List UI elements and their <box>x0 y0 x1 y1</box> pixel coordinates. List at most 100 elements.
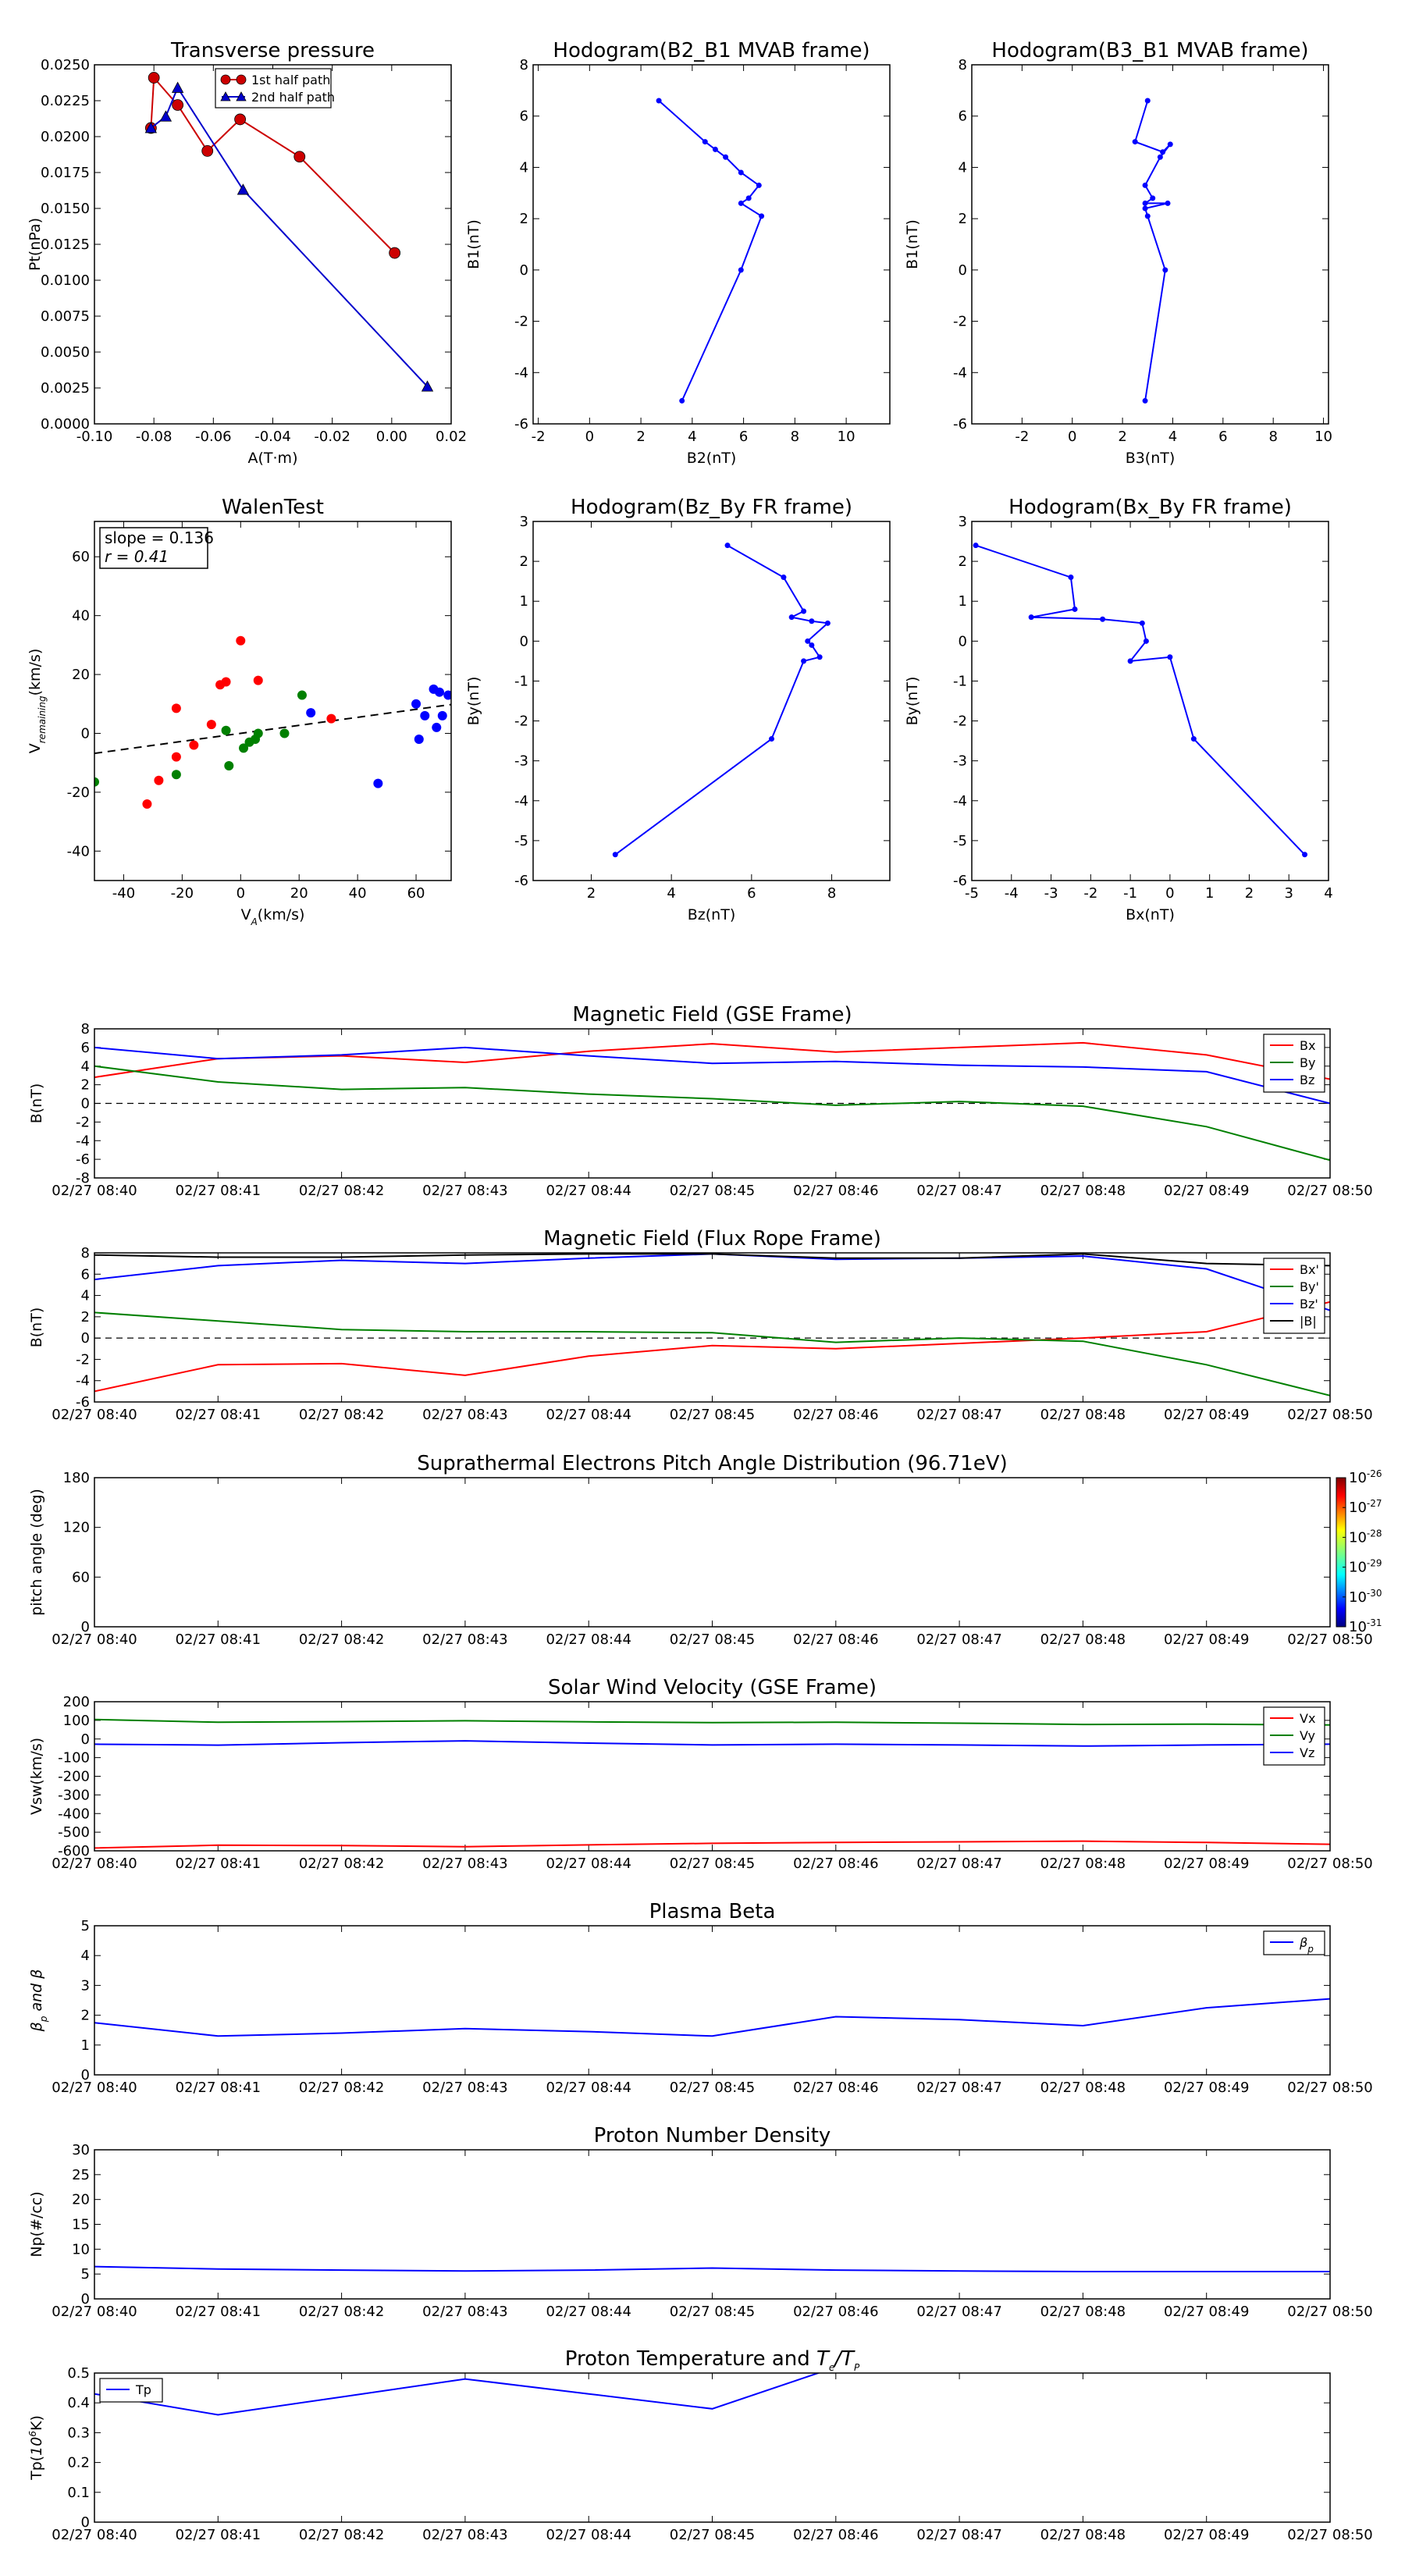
y-tick-label: 40 <box>72 608 90 624</box>
y-tick-label: 15 <box>72 2217 90 2233</box>
x-axis-label-part: (km/s) <box>258 906 305 923</box>
legend-marker <box>236 74 247 85</box>
plot-area <box>94 65 451 424</box>
legend-frame <box>215 68 332 109</box>
y-tick-label: 0 <box>81 2514 90 2531</box>
x-tick-label: 0.02 <box>436 429 467 445</box>
y-tick-label: 2 <box>81 2008 90 2024</box>
x-tick-label: 8 <box>791 429 799 445</box>
y-tick-label: 0.4 <box>67 2395 90 2411</box>
data-point <box>1028 614 1034 621</box>
legend-item: Bz' <box>1270 1297 1318 1311</box>
y-axis-label: B(nT) <box>28 1083 45 1124</box>
x-tick-label: 1 <box>1205 885 1214 902</box>
plot-frame <box>94 2149 1331 2300</box>
x-tick-label: -20 <box>171 885 194 902</box>
plot-area <box>94 2150 1330 2299</box>
data-point <box>824 620 831 626</box>
y-tick-label: 2 <box>959 211 967 227</box>
y-axis-label-part: By(nT) <box>465 677 482 726</box>
x-tick-label: 02/27 08:50 <box>1287 2080 1372 2096</box>
colorbar-base: 10 <box>1349 1529 1367 1546</box>
x-tick-label: 02/27 08:46 <box>793 1631 878 1648</box>
y-tick-label: 60 <box>72 1569 90 1585</box>
series-walen-2 <box>306 684 451 788</box>
data-point <box>809 642 815 648</box>
colorbar-tick-label: 10-26 <box>1349 1468 1382 1486</box>
data-point <box>1190 736 1197 742</box>
scatter-point <box>414 735 424 745</box>
x-tick-label: -5 <box>965 885 979 902</box>
y-tick-label: 0.0225 <box>41 93 90 109</box>
x-tick-label: 02/27 08:44 <box>546 2527 631 2543</box>
scatter-point <box>236 635 246 646</box>
x-tick-label: 02/27 08:46 <box>793 2080 878 2096</box>
y-tick-label: 10 <box>72 2241 90 2258</box>
plot-area <box>94 521 451 881</box>
series-vsw-0 <box>94 1840 1330 1849</box>
x-tick-label: 02/27 08:44 <box>546 1856 631 1872</box>
y-tick-label: 0.0125 <box>41 237 90 253</box>
plot-frame <box>94 1701 1331 1852</box>
plot-area <box>94 1253 1330 1402</box>
y-tick-label: 2 <box>959 553 967 570</box>
data-point <box>1144 98 1151 104</box>
y-tick-label: 0 <box>520 262 528 279</box>
x-tick-label: 02/27 08:48 <box>1040 1631 1126 1648</box>
x-tick-label: 10 <box>838 429 855 445</box>
y-axis-label-part: and β <box>28 1969 45 2016</box>
plot-frame <box>94 1252 1331 1403</box>
colorbar-gradient <box>1336 1477 1346 1628</box>
x-tick-label: 02/27 08:41 <box>176 1183 261 1199</box>
x-tick-label: 02/27 08:50 <box>1287 1407 1372 1423</box>
x-tick-label: 02/27 08:47 <box>916 1856 1001 1872</box>
data-point <box>1167 141 1173 148</box>
y-tick-label: 0.0150 <box>41 201 90 217</box>
y-axis-label: B1(nT) <box>465 219 482 269</box>
y-tick-label: -4 <box>514 793 528 809</box>
data-point <box>1165 200 1171 206</box>
legend-item: By <box>1270 1055 1315 1070</box>
x-tick-label: 02/27 08:40 <box>52 1407 137 1423</box>
data-point <box>738 200 744 206</box>
chart-bfr: Magnetic Field (Flux Rope Frame)02/27 08… <box>28 1227 1373 1423</box>
plot-frame <box>532 64 891 425</box>
scatter-point <box>297 690 307 700</box>
y-tick-label: -4 <box>953 365 967 381</box>
x-tick-label: 02/27 08:47 <box>916 1631 1001 1648</box>
data-point <box>171 81 184 93</box>
plot-data <box>94 635 451 809</box>
y-tick-label: -6 <box>76 1394 90 1411</box>
colorbar-tick-label: 10-28 <box>1349 1528 1382 1546</box>
y-tick-label: 2 <box>81 1077 90 1094</box>
legend-item: 2nd half path <box>220 90 335 105</box>
plot-frame <box>94 64 452 425</box>
legend-item: |B| <box>1270 1314 1317 1329</box>
colorbar-exponent: -27 <box>1367 1498 1382 1509</box>
x-tick-label: -2 <box>1083 885 1097 902</box>
y-axis-label-part: Pt(nPa) <box>27 218 44 271</box>
y-tick-label: 0.0050 <box>41 344 90 361</box>
x-tick-label: 02/27 08:43 <box>422 2527 507 2543</box>
axis-ticks: 02/27 08:40 02/27 08:41 02/27 08:42 02/27 0… <box>52 1918 1372 2096</box>
y-tick-label: 6 <box>520 109 528 125</box>
y-tick-label: 1 <box>959 593 967 610</box>
y-tick-label: -20 <box>67 785 90 801</box>
x-tick-label: 0.00 <box>376 429 407 445</box>
x-tick-label: -0.06 <box>195 429 232 445</box>
series-bgse-2 <box>94 1046 1330 1105</box>
x-tick-label: 02/27 08:45 <box>670 1183 755 1199</box>
x-tick-label: 02/27 08:44 <box>546 2304 631 2320</box>
legend: 1st half path 2nd half path <box>215 68 335 109</box>
y-tick-label: 5 <box>81 2266 90 2282</box>
y-axis-label-part: (km/s) <box>27 649 44 696</box>
colorbar-base: 10 <box>1349 1589 1367 1606</box>
scatter-point <box>171 770 181 780</box>
colorbar-base: 10 <box>1349 1470 1367 1486</box>
y-axis-label: B(nT) <box>28 1308 45 1348</box>
x-tick-label: 02/27 08:43 <box>422 1183 507 1199</box>
x-tick-label: 02/27 08:47 <box>916 2304 1001 2320</box>
axis-ticks: 2 4 6 8 -6 -5 -4 -3 -2 -1 0 1 2 3 <box>514 514 890 902</box>
scatter-point <box>443 690 451 700</box>
